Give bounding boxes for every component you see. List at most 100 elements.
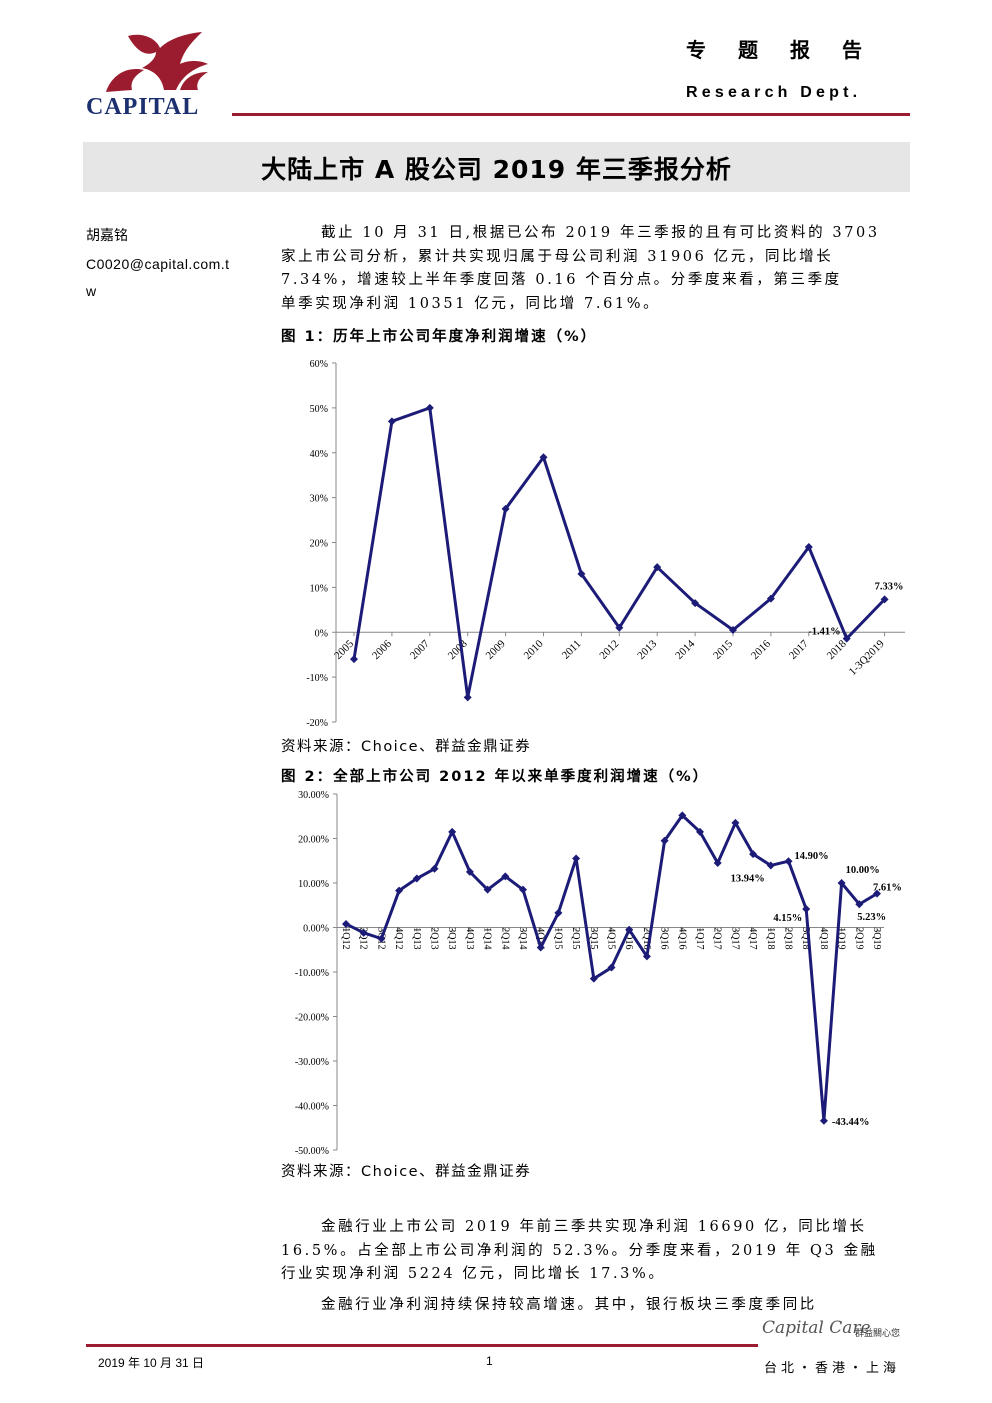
x-tick-label: 2017 xyxy=(787,638,811,662)
data-point xyxy=(342,919,350,928)
figure1-title: 图 1：历年上市公司年度净利润增速（%） xyxy=(281,329,598,345)
x-tick-label: 4Q15 xyxy=(606,927,617,949)
x-tick-label: 1Q13 xyxy=(411,927,422,949)
x-tick-label: 4Q16 xyxy=(676,927,687,949)
data-label: 4.15% xyxy=(773,913,802,924)
x-tick-label: 2Q18 xyxy=(783,927,794,949)
data-point xyxy=(589,974,598,983)
y-tick-label: -30.00% xyxy=(295,1057,329,1068)
body-line: 行业实现净利润 5224 亿元，同比增长 17.3%。 xyxy=(281,1266,666,1282)
y-tick-label: 0.00% xyxy=(303,924,329,935)
data-point xyxy=(501,504,510,513)
data-point xyxy=(678,811,687,820)
x-tick-label: 2007 xyxy=(408,638,432,662)
data-point xyxy=(880,595,889,604)
research-dept: Research Dept. xyxy=(686,84,862,101)
intro-line: 截止 10 月 31 日,根据已公布 2019 年三季报的且有可比资料的 370… xyxy=(321,225,880,241)
x-tick-label: 2Q13 xyxy=(429,927,440,949)
data-point xyxy=(696,827,704,836)
x-tick-label: 2006 xyxy=(370,638,394,662)
data-point xyxy=(359,928,368,937)
x-tick-label: 2016 xyxy=(749,638,773,662)
data-label: 14.90% xyxy=(795,851,829,862)
x-tick-label: 1-3Q2019 xyxy=(847,638,887,678)
figure1-chart: 60%50%40%30%20%10%0%-10%-20%2005 2006 2007… xyxy=(306,359,905,729)
x-tick-label: 2Q14 xyxy=(499,927,510,949)
data-point xyxy=(483,885,492,894)
y-tick-label: 20.00% xyxy=(298,835,329,846)
data-label: -1.41% xyxy=(808,627,840,638)
data-point xyxy=(691,599,700,608)
author-name: 胡嘉铭 xyxy=(86,227,128,243)
x-tick-label: 1Q14 xyxy=(482,927,493,949)
data-label: 5.23% xyxy=(857,912,886,923)
data-point xyxy=(784,857,793,866)
intro-line: 单季实现净利润 10351 亿元，同比增 7.61%。 xyxy=(281,295,661,312)
x-tick-label: 4Q17 xyxy=(747,927,758,949)
series-line xyxy=(352,406,886,699)
footer-brand-cn: 群益關心您 xyxy=(855,1329,901,1339)
y-tick-label: -10.00% xyxy=(295,968,329,979)
x-tick-label: 1Q17 xyxy=(694,927,705,949)
y-tick-label: 30% xyxy=(310,494,328,505)
data-point xyxy=(615,623,624,632)
footer-divider xyxy=(86,1344,758,1347)
data-point xyxy=(804,542,813,551)
data-point xyxy=(660,836,669,845)
x-tick-label: 1Q19 xyxy=(836,927,847,949)
data-point xyxy=(642,952,651,961)
footer-cities: 台北・香港・上海 xyxy=(764,1361,901,1376)
figure2-chart: 30.00% 20.00% 10.00% 0.00% -10.00% -20.00% -30… xyxy=(295,790,902,1157)
y-tick-label: 60% xyxy=(310,359,328,370)
data-point xyxy=(412,874,421,883)
data-label: 7.61% xyxy=(873,883,902,894)
x-tick-label: 3Q15 xyxy=(588,927,599,949)
data-point xyxy=(607,963,616,972)
data-point xyxy=(519,885,527,894)
data-point xyxy=(873,889,881,898)
body-line: 16.5%。占全部上市公司净利润的 52.3%。分季度来看，2019 年 Q3 … xyxy=(281,1242,878,1259)
x-tick-label: 2Q17 xyxy=(712,927,723,949)
page-title: 大陆上市 A 股公司 2019 年三季报分析 xyxy=(261,155,732,184)
x-tick-label: 3Q16 xyxy=(659,927,670,949)
data-point xyxy=(465,867,474,876)
intro-line: 家上市公司分析，累计共实现归属于母公司利润 31906 亿元，同比增长 xyxy=(281,248,834,265)
data-point xyxy=(463,693,472,702)
capital-logo: CAPITAL xyxy=(84,30,234,120)
footer-brand-script: Capital Care xyxy=(762,1318,871,1338)
data-point xyxy=(729,626,737,635)
data-label: 7.33% xyxy=(875,581,904,592)
data-point xyxy=(802,905,811,914)
x-tick-label: 3Q18 xyxy=(800,927,811,949)
body-paragraph-2: 金融行业净利润持续保持较高增速。其中，银行板块三季度季同比 xyxy=(281,1294,906,1318)
report-type: 专题报告 xyxy=(686,38,894,62)
title-band: 大陆上市 A 股公司 2019 年三季报分析 xyxy=(83,142,910,192)
x-tick-label: 3Q14 xyxy=(517,927,528,949)
body-paragraph-1: 金融行业上市公司 2019 年前三季共实现净利润 16690 亿，同比增长 16… xyxy=(281,1216,906,1287)
data-point xyxy=(501,872,510,881)
intro-paragraph: 截止 10 月 31 日,根据已公布 2019 年三季报的且有可比资料的 370… xyxy=(281,222,906,316)
figure1-source: 资料来源：Choice、群益金鼎证券 xyxy=(281,739,532,755)
data-label: 10.00% xyxy=(846,865,880,876)
author-email-line1: C0020@capital.com.t xyxy=(86,256,230,272)
x-tick-label: 2013 xyxy=(635,638,659,662)
y-tick-label: -50.00% xyxy=(295,1146,329,1157)
data-point xyxy=(837,879,846,887)
x-tick-label: 2Q16 xyxy=(641,927,652,949)
x-tick-label: 2008 xyxy=(446,638,470,662)
figure2-source: 资料来源：Choice、群益金鼎证券 xyxy=(281,1164,532,1180)
x-tick-label: 3Q19 xyxy=(871,927,882,949)
data-point xyxy=(387,417,396,426)
data-point xyxy=(749,850,758,859)
data-point xyxy=(577,569,586,578)
data-point xyxy=(625,925,634,934)
data-point xyxy=(653,563,662,572)
x-tick-label: 2011 xyxy=(560,638,584,662)
y-tick-label: 10% xyxy=(310,583,328,594)
data-point xyxy=(766,594,775,603)
x-tick-label: 2012 xyxy=(597,638,621,662)
x-tick-label: 3Q17 xyxy=(729,927,740,949)
x-tick-label: 2Q19 xyxy=(853,927,864,949)
data-label: -43.44% xyxy=(832,1117,870,1128)
y-tick-label: -40.00% xyxy=(295,1102,329,1113)
